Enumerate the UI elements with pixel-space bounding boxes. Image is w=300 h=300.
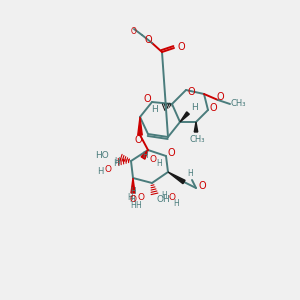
Text: H: H	[161, 190, 167, 200]
Text: O: O	[144, 35, 152, 45]
Text: H: H	[156, 158, 162, 167]
Text: O: O	[187, 87, 195, 97]
Polygon shape	[141, 150, 148, 159]
Text: O: O	[177, 42, 185, 52]
Text: CH₃: CH₃	[230, 98, 246, 107]
Text: O: O	[134, 135, 142, 145]
Text: CH₃: CH₃	[189, 134, 205, 143]
Text: H: H	[114, 157, 120, 166]
Text: H: H	[187, 169, 193, 178]
Text: H: H	[113, 160, 119, 169]
Text: O: O	[104, 164, 112, 173]
Text: H: H	[173, 199, 179, 208]
Text: O: O	[216, 92, 224, 102]
Text: HO: HO	[95, 152, 109, 160]
Text: O: O	[130, 194, 136, 203]
Text: H: H	[127, 193, 133, 202]
Text: H: H	[129, 196, 135, 205]
Text: H: H	[97, 167, 103, 176]
Polygon shape	[131, 178, 135, 193]
Text: H: H	[190, 103, 197, 112]
Text: OH: OH	[156, 194, 170, 203]
Text: O: O	[198, 181, 206, 191]
Polygon shape	[180, 112, 189, 122]
Text: H: H	[135, 202, 141, 211]
Text: H: H	[152, 104, 158, 113]
Text: O: O	[209, 103, 217, 113]
Polygon shape	[194, 122, 198, 132]
Text: O: O	[137, 194, 145, 202]
Polygon shape	[138, 117, 142, 135]
Text: H: H	[130, 188, 136, 196]
Polygon shape	[168, 172, 185, 184]
Text: H: H	[130, 202, 136, 211]
Text: O: O	[169, 193, 176, 202]
Text: H: H	[142, 152, 148, 160]
Text: O: O	[167, 148, 175, 158]
Text: O: O	[149, 154, 157, 164]
Text: O: O	[143, 94, 151, 104]
Text: O: O	[131, 26, 137, 35]
